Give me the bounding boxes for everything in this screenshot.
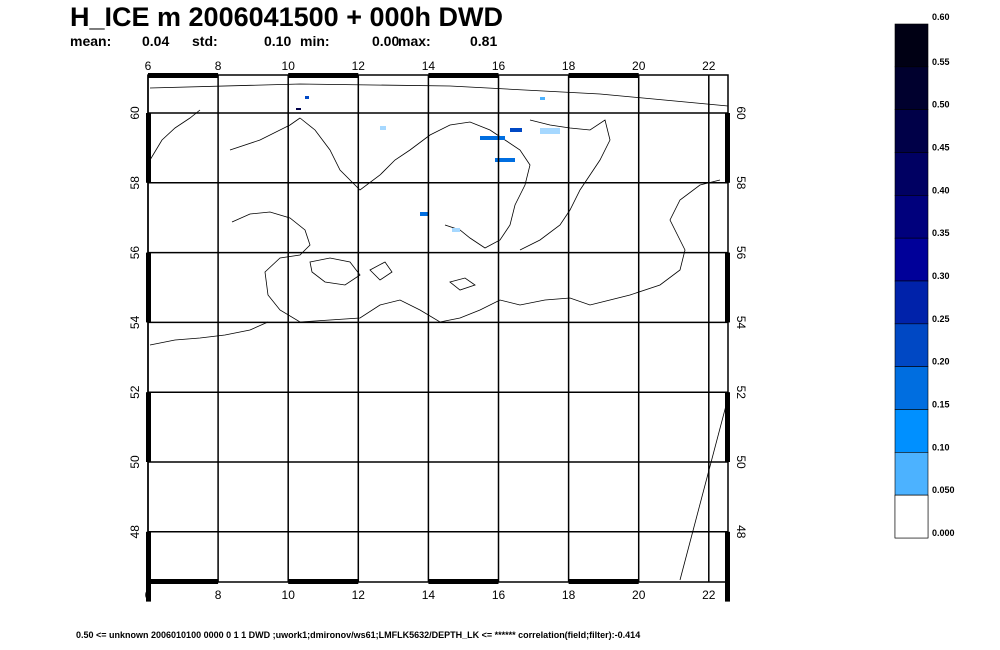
colorbar-box: [894, 195, 929, 239]
lat-label: 56: [734, 246, 748, 260]
frame-bar: [148, 73, 219, 78]
lon-label: 10: [282, 59, 296, 73]
frame-bar: [428, 73, 499, 78]
stat-label: mean:: [70, 33, 111, 49]
map-frame: [147, 74, 729, 583]
lon-label: 18: [562, 59, 576, 73]
colorbar-label: 0.60: [932, 12, 950, 22]
lat-label: 48: [128, 525, 142, 539]
frame-bar: [725, 392, 730, 462]
stat-label: min:: [300, 33, 330, 49]
colorbar-label: 0.45: [932, 143, 950, 153]
frame-bar: [146, 392, 151, 462]
colorbar: 0.60 0.55 0.50 0.45 0.40 0.35 0.30 0.25 0.20 0.15…: [894, 12, 955, 539]
lon-label: 20: [632, 59, 646, 73]
colorbar-label: 0.30: [932, 271, 950, 281]
lon-label: 22: [702, 59, 716, 73]
lon-label: 8: [215, 59, 222, 73]
colorbar-label: 0.050: [932, 485, 955, 495]
colorbar-label: 0.50: [932, 100, 950, 110]
frame-bar: [725, 252, 730, 323]
colorbar-box: [894, 152, 929, 196]
colorbar-label: 0.35: [932, 228, 950, 238]
colorbar-label: 0.20: [932, 357, 950, 367]
stat-label: max:: [398, 33, 431, 49]
colorbar-box: [894, 280, 929, 325]
lon-label: 18: [562, 588, 576, 602]
footer: 0.50 <= unknown 2006010100 0000 0 1 1 DW…: [76, 630, 640, 640]
lat-label: 58: [734, 176, 748, 190]
frame-bar: [288, 579, 359, 584]
frame-bar: [146, 531, 151, 602]
colorbar-box: [894, 452, 929, 496]
colorbar-box: [894, 323, 929, 367]
colorbar-box: [894, 109, 929, 153]
colorbar-label: 0.10: [932, 442, 950, 452]
lon-label: 16: [492, 588, 506, 602]
frame-bar: [725, 531, 730, 602]
colorbar-box: [894, 66, 929, 110]
lat-label: 54: [128, 315, 142, 329]
frame-bar: [568, 579, 639, 584]
colorbar-box: [894, 409, 929, 453]
stat-value: 0.81: [470, 33, 497, 49]
colorbar-box: [894, 237, 929, 282]
lon-label: 14: [422, 588, 436, 602]
lat-label: 54: [734, 316, 748, 330]
colorbar-box: [894, 23, 929, 68]
lat-label: 52: [734, 386, 748, 400]
lon-label: 10: [282, 588, 296, 602]
stat-value: 0.04: [142, 33, 169, 49]
lat-label: 60: [734, 106, 748, 120]
frame-bar: [288, 73, 359, 78]
lat-label: 48: [734, 525, 748, 539]
lon-label: 12: [352, 59, 366, 73]
stat-value: 0.10: [264, 33, 291, 49]
frame-bar: [146, 252, 151, 323]
colorbar-label: 0.15: [932, 400, 950, 410]
colorbar-label: 0.000: [932, 528, 955, 538]
stat-value: 0.00: [372, 33, 399, 49]
lon-label: 16: [492, 59, 506, 73]
lat-label: 50: [128, 455, 142, 469]
frame-bar: [428, 579, 499, 584]
frame-bar: [568, 73, 639, 78]
ice-patches: [296, 96, 560, 232]
lon-label: 6: [145, 59, 152, 73]
colorbar-label: 0.40: [932, 185, 950, 195]
frame-bar: [148, 579, 219, 584]
lat-label: 50: [734, 455, 748, 469]
frame-bar: [725, 113, 730, 183]
lat-label: 56: [128, 246, 142, 260]
colorbar-box: [894, 366, 929, 410]
frame-bar: [146, 113, 151, 183]
lon-label: 12: [352, 588, 366, 602]
lon-label: 22: [702, 588, 716, 602]
colorbar-label: 0.55: [932, 57, 950, 67]
lon-label: 20: [632, 588, 646, 602]
lat-label: 58: [128, 176, 142, 190]
lat-label: 52: [128, 385, 142, 399]
lon-label: 8: [215, 588, 222, 602]
colorbar-box: [894, 494, 929, 539]
title: H_ICE m 2006041500 + 000h DWD: [70, 2, 503, 32]
map: 6688101012121414161618182020222260605858…: [128, 59, 748, 602]
colorbar-label: 0.25: [932, 314, 950, 324]
lon-label: 14: [422, 59, 436, 73]
lat-label: 60: [128, 106, 142, 120]
stat-label: std:: [192, 33, 218, 49]
